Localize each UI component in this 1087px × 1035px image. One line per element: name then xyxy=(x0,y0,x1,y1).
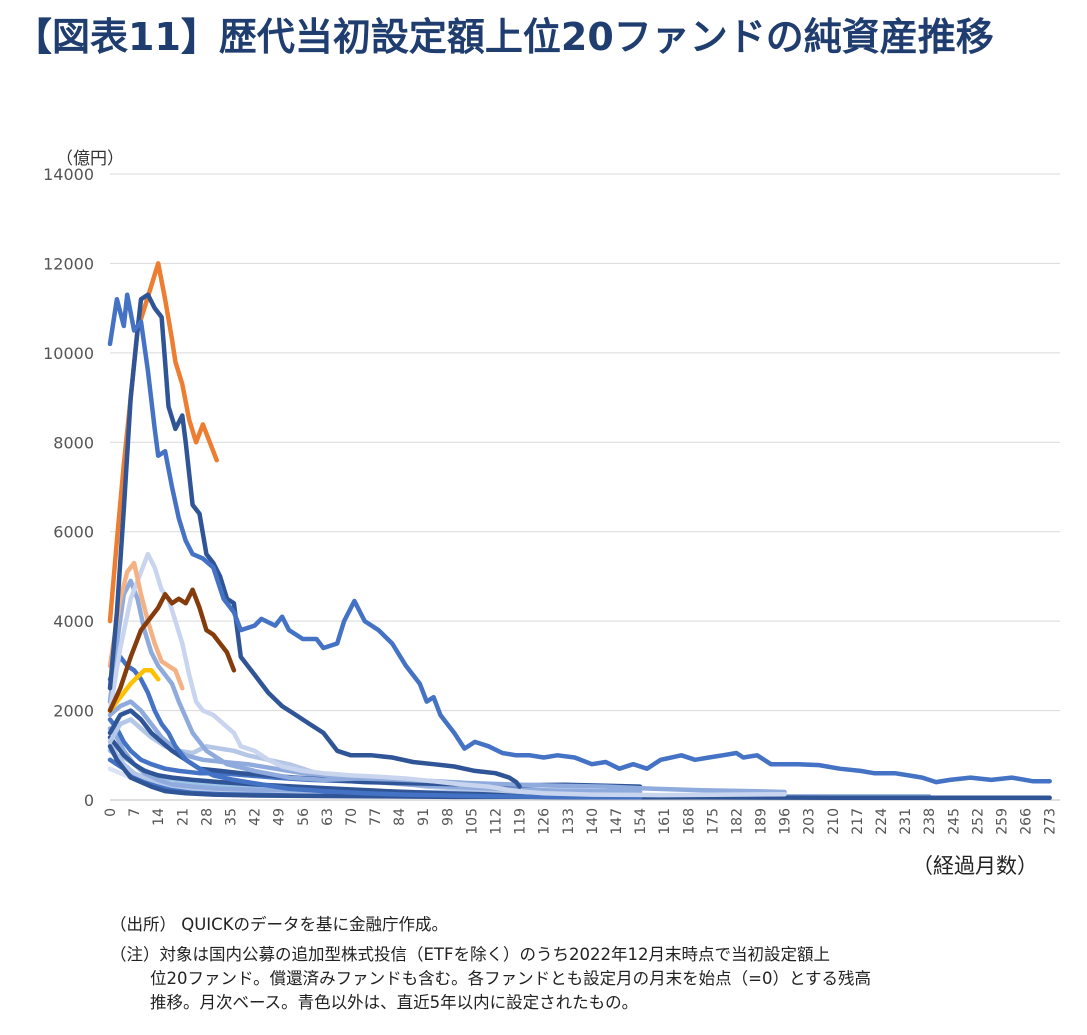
source-note: （出所） QUICKのデータを基に金融庁作成。 xyxy=(110,915,449,934)
y-tick-label: 14000 xyxy=(43,165,94,184)
x-tick-label: 196 xyxy=(778,808,794,835)
x-tick-label: 21 xyxy=(175,808,191,826)
y-tick-label: 6000 xyxy=(53,523,94,542)
x-tick-label: 70 xyxy=(344,808,360,826)
note-line-1: （注）対象は国内公募の追加型株式投信（ETFを除く）のうち2022年12月末時点… xyxy=(110,945,830,964)
series-line xyxy=(107,587,237,713)
x-tick-label: 147 xyxy=(609,808,625,835)
x-tick-label: 175 xyxy=(705,808,721,835)
series-line xyxy=(107,551,787,798)
series-line xyxy=(107,668,161,713)
x-tick-label: 133 xyxy=(561,808,577,835)
x-tick-label: 7 xyxy=(127,808,143,817)
y-tick-label: 10000 xyxy=(43,344,94,363)
x-tick-label: 112 xyxy=(489,808,505,835)
y-axis-label: （億円） xyxy=(56,149,124,169)
x-tick-label: 259 xyxy=(994,808,1010,835)
x-tick-label: 182 xyxy=(729,808,745,835)
x-tick-label: 28 xyxy=(199,808,215,826)
grid-lines xyxy=(110,173,1060,801)
x-tick-label: 140 xyxy=(585,808,601,835)
x-tick-label: 0 xyxy=(103,808,119,817)
x-tick-label: 245 xyxy=(946,808,962,835)
x-tick-label: 14 xyxy=(151,808,167,826)
series-line xyxy=(107,292,1052,785)
x-tick-label: 224 xyxy=(874,808,890,835)
x-tick-label: 252 xyxy=(970,808,986,835)
x-tick-label: 63 xyxy=(320,808,336,826)
note-line-3: 推移。月次ベース。青色以外は、直近5年以内に設定されたもの。 xyxy=(150,993,639,1012)
chart-title: 【図表11】歴代当初設定額上位20ファンドの純資産推移 xyxy=(14,15,994,59)
x-tick-label: 98 xyxy=(440,808,456,826)
x-tick-label: 35 xyxy=(223,808,239,826)
notes: （出所） QUICKのデータを基に金融庁作成。 （注）対象は国内公募の追加型株式… xyxy=(110,913,871,1015)
series-line xyxy=(107,578,787,795)
series-lines xyxy=(107,261,1052,801)
x-tick-label: 105 xyxy=(464,808,480,835)
x-tick-label: 168 xyxy=(681,808,697,835)
x-tick-label: 119 xyxy=(513,808,529,835)
x-tick-label: 56 xyxy=(296,808,312,826)
x-tick-label: 84 xyxy=(392,808,408,826)
y-tick-label: 2000 xyxy=(53,702,94,721)
y-tick-label: 8000 xyxy=(53,433,94,452)
series-line xyxy=(107,735,1052,801)
x-tick-label: 217 xyxy=(850,808,866,835)
x-tick-label: 203 xyxy=(802,808,818,835)
x-tick-label: 154 xyxy=(633,808,649,835)
x-tick-label: 49 xyxy=(272,808,288,826)
x-tick-label: 266 xyxy=(1019,808,1035,835)
x-tick-label: 126 xyxy=(537,808,553,835)
y-tick-labels: 0 2000 4000 6000 8000 10000 12000 14000 xyxy=(43,165,94,810)
x-tick-label: 91 xyxy=(416,808,432,826)
x-tick-label: 210 xyxy=(826,808,842,835)
y-tick-label: 4000 xyxy=(53,612,94,631)
x-axis-label: （経過月数） xyxy=(912,854,1038,878)
x-tick-labels: 0 7 14 21 28 35 42 49 56 63 70 77 84 91 98 105 112 119 126… xyxy=(103,808,1059,835)
x-tick-label: 77 xyxy=(368,808,384,826)
x-tick-label: 273 xyxy=(1043,808,1059,835)
y-tick-label: 0 xyxy=(84,791,94,810)
series-line xyxy=(107,292,522,789)
x-tick-label: 231 xyxy=(898,808,914,835)
x-tick-label: 238 xyxy=(922,808,938,835)
x-tick-label: 189 xyxy=(754,808,770,835)
x-tick-label: 161 xyxy=(657,808,673,835)
note-line-2: 位20ファンド。償還済みファンドも含む。各ファンドとも設定月の月末を始点（=0）… xyxy=(150,969,871,988)
x-tick-label: 42 xyxy=(248,808,264,826)
y-tick-label: 12000 xyxy=(43,254,94,273)
